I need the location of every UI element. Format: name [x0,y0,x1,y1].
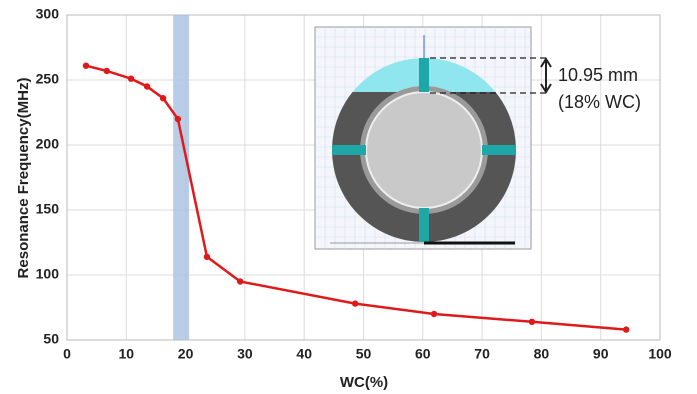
y-tick-label: 50 [43,331,59,347]
y-tick-label: 300 [36,6,60,22]
data-point [623,326,629,332]
y-tick-label: 100 [36,266,60,282]
y-tick-label: 250 [36,71,60,87]
data-point [160,95,166,101]
x-tick-label: 20 [178,346,194,362]
data-point [431,311,437,317]
y-axis-label: Resonance Frequency(MHz) [15,78,32,279]
x-tick-label: 70 [474,346,490,362]
data-point [104,68,110,74]
inset-image [315,27,531,249]
y-tick-label: 200 [36,136,60,152]
data-point [204,254,210,260]
x-axis-label: WC(%) [340,374,388,391]
data-point [144,83,150,89]
data-point [175,116,181,122]
x-tick-label: 40 [296,346,312,362]
x-tick-label: 0 [63,346,71,362]
x-tick-label: 80 [534,346,550,362]
chart: 501001502002503000102030405060708090100 … [0,0,697,394]
data-point [352,300,358,306]
shaded-band [173,15,189,340]
data-point [83,62,89,68]
annotation-dimension: 10.95 mm [558,65,638,85]
data-point [237,278,243,284]
x-tick-label: 60 [415,346,431,362]
data-point [529,319,535,325]
annotation-condition: (18% WC) [558,92,641,112]
x-tick-label: 10 [119,346,135,362]
x-tick-label: 100 [648,346,672,362]
data-point [128,76,134,82]
x-tick-label: 50 [356,346,372,362]
x-tick-label: 30 [237,346,253,362]
x-tick-label: 90 [593,346,609,362]
y-tick-label: 150 [36,201,60,217]
disk [366,92,482,208]
